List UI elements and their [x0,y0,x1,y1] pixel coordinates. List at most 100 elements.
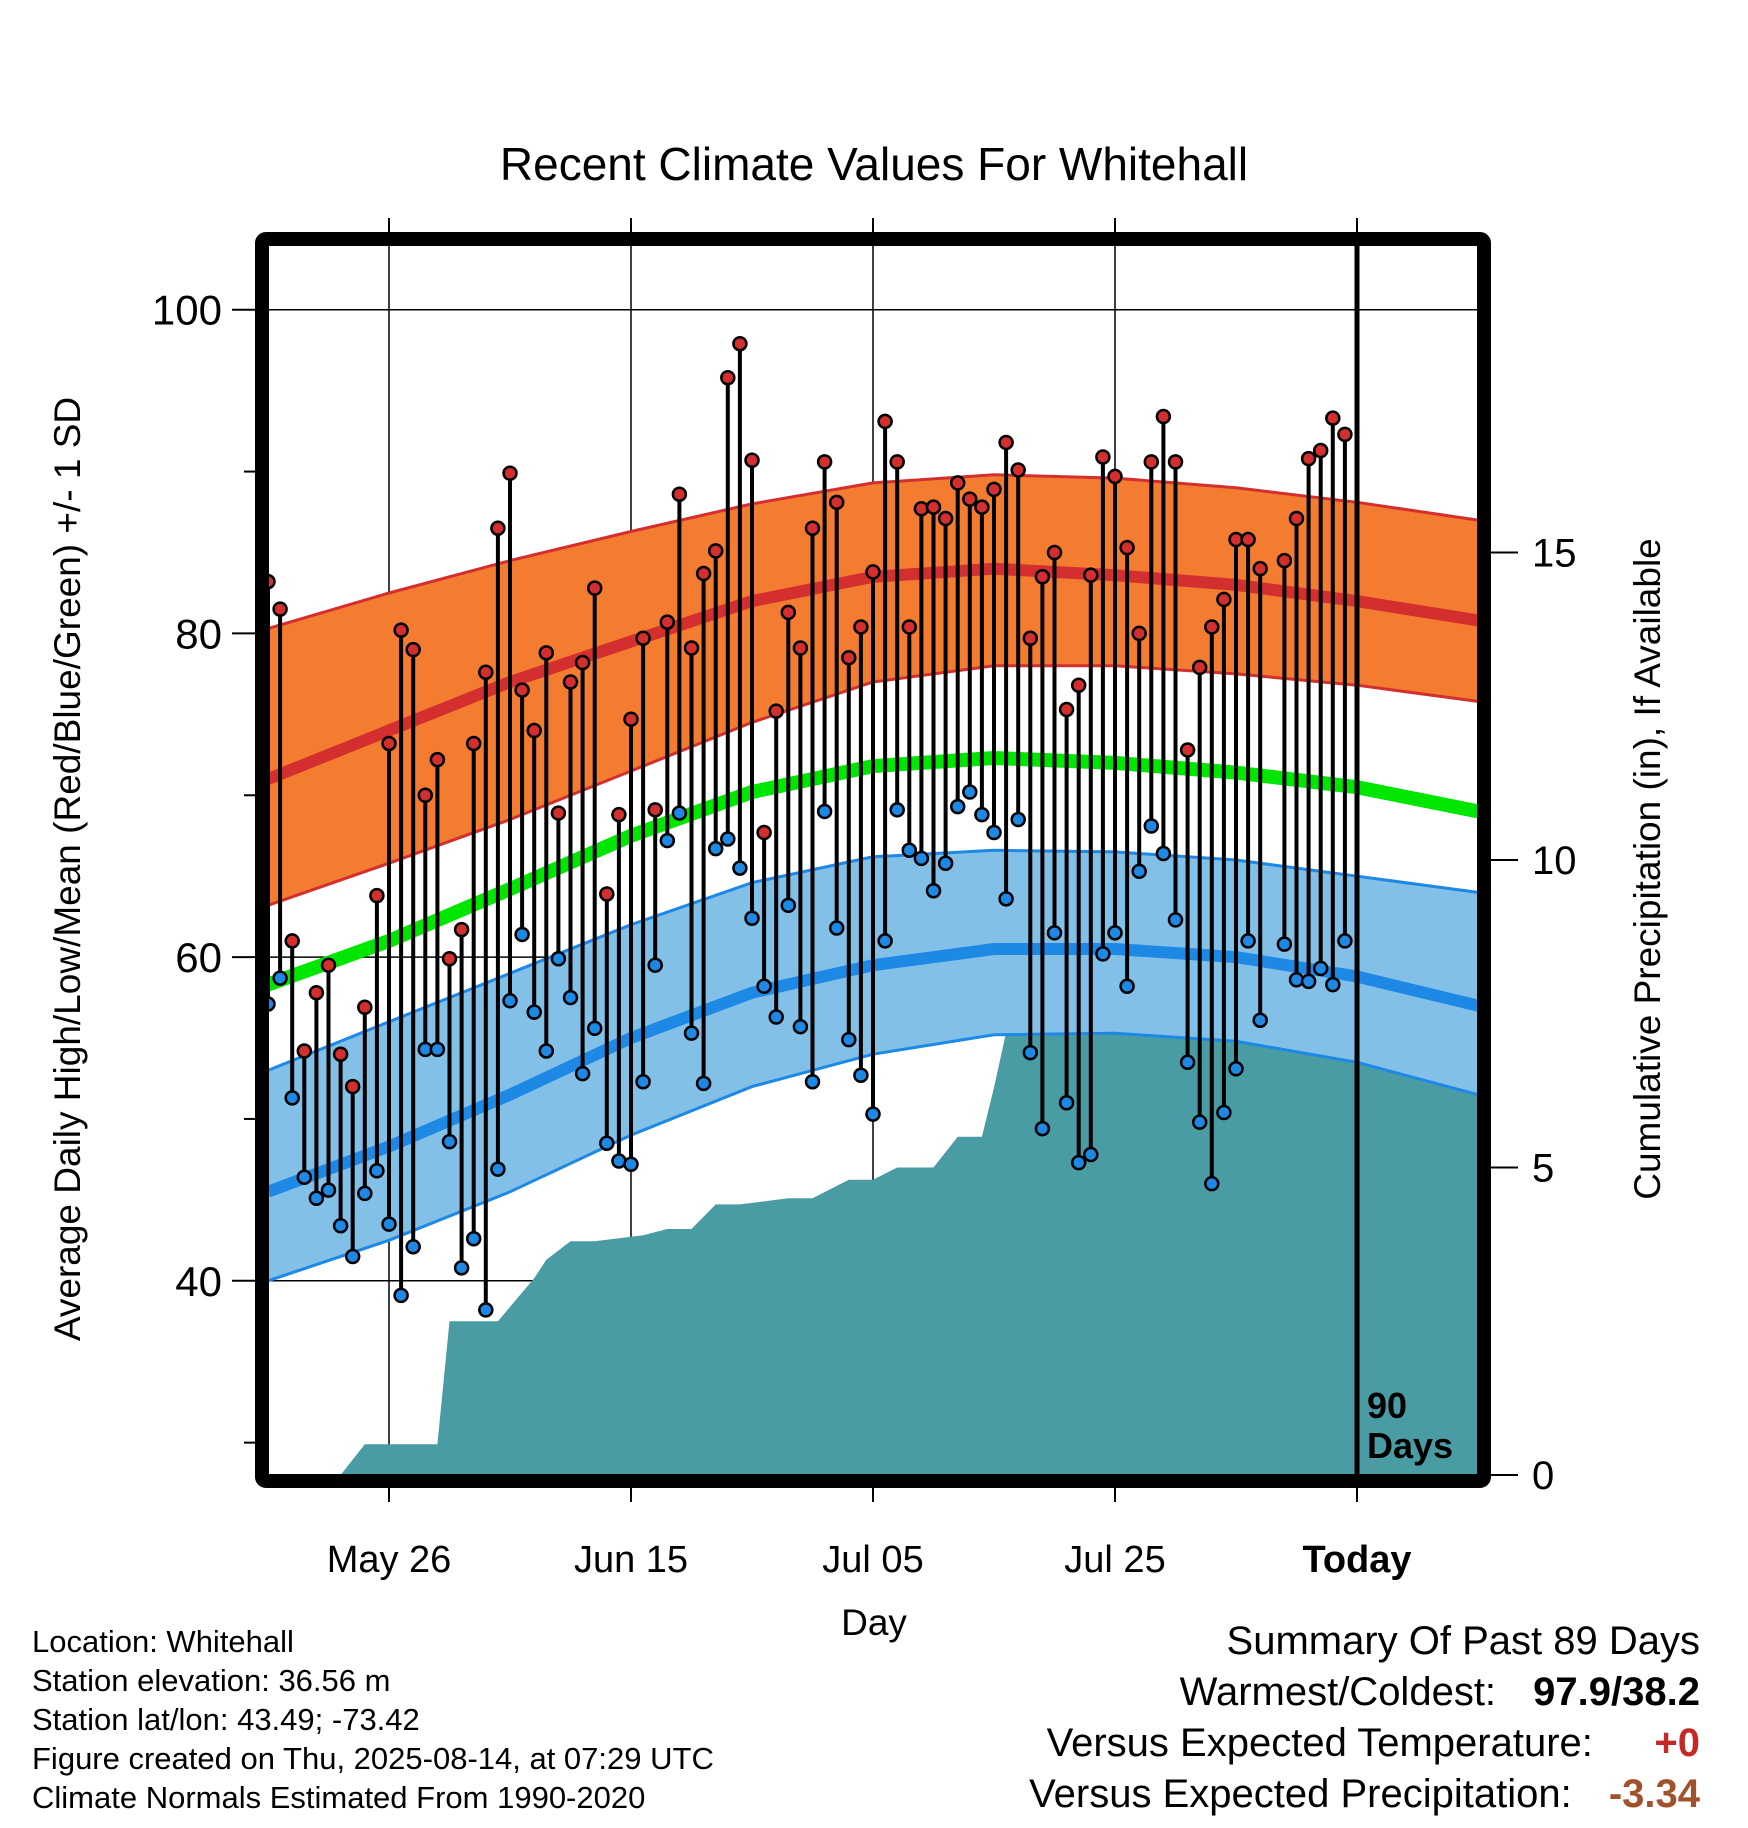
daily-low-point [1083,1146,1099,1163]
daily-high-point [1240,531,1256,548]
daily-high-point [562,674,579,690]
daily-high-point [816,454,833,470]
daily-high-point [514,682,530,698]
daily-high-point [574,654,591,671]
today-days-label: Days [1367,1425,1453,1466]
daily-high-point [804,520,821,536]
y-tick-label: 100 [152,287,222,334]
daily-low-point [1325,976,1341,993]
daily-high-point [465,735,482,752]
daily-high-point [586,580,603,596]
daily-high-point [1204,619,1220,635]
daily-high-point [611,806,627,823]
daily-high-point [502,465,518,481]
daily-low-point [901,842,918,859]
daily-high-point [1312,442,1329,459]
daily-high-point [974,499,990,515]
temp-label: Versus Expected Temperature: [1046,1721,1593,1765]
plot-content [268,335,1478,1475]
x-axis-label: Day [841,1602,907,1643]
daily-high-point [320,957,337,973]
daily-low-point [1167,912,1184,928]
daily-low-point [1300,973,1317,990]
daily-low-point [1058,1095,1075,1111]
daily-low-point [538,1043,555,1059]
daily-high-point [381,735,397,752]
daily-high-point [659,614,676,630]
daily-low-point [1312,960,1329,977]
daily-high-point [828,494,845,511]
daily-low-point [586,1020,603,1037]
daily-low-point [671,805,688,821]
daily-low-point [974,806,990,823]
daily-low-point [1131,863,1147,880]
daily-high-point [332,1046,349,1062]
daily-high-point [756,824,772,841]
daily-low-point [695,1075,712,1092]
y-axis-label: Average Daily High/Low/Mean (Red/Blue/Gr… [47,397,88,1341]
daily-low-point [296,1169,313,1185]
daily-low-point [647,957,663,973]
daily-low-point [1095,946,1111,962]
daily-high-point [623,711,639,727]
daily-high-point [1325,410,1341,426]
daily-low-point [478,1302,494,1318]
daily-low-point [913,850,930,867]
daily-high-point [1119,539,1135,556]
daily-low-point [1276,936,1293,952]
daily-low-point [998,891,1014,907]
daily-high-point [635,630,651,647]
daily-low-point [1143,818,1160,834]
daily-high-point [1300,450,1317,467]
daily-low-point [502,993,518,1009]
climate-normals-note: Climate Normals Estimated From 1990-2020 [32,1780,646,1815]
daily-low-point [949,798,966,815]
daily-high-point [369,887,385,904]
daily-low-point [1216,1104,1232,1121]
daily-low-point [1191,1114,1208,1130]
daily-low-point [1022,1044,1039,1061]
daily-low-point [429,1041,446,1058]
daily-low-point [453,1260,470,1276]
daily-high-point [768,703,784,719]
daily-high-point [1022,630,1039,647]
daily-high-point [308,984,325,1001]
summary-title: Summary Of Past 89 Days [1226,1619,1700,1663]
y2-axis-label: Cumulative Precipitation (in), If Availa… [1627,538,1668,1200]
chart-title: Recent Climate Values For Whitehall [500,138,1248,190]
daily-high-point [405,641,421,658]
daily-low-point [635,1073,651,1090]
daily-low-point [268,996,276,1012]
daily-low-point [756,978,772,994]
daily-low-point [1155,845,1172,862]
daily-high-point [538,645,555,661]
daily-low-point [381,1216,397,1232]
daily-high-point [599,886,615,902]
daily-low-point [804,1073,821,1090]
daily-high-point [357,999,373,1016]
daily-low-point [490,1161,506,1177]
daily-low-point [320,1182,337,1198]
daily-low-point [562,989,579,1006]
daily-high-point [417,787,434,804]
x-tick-label: Jul 25 [1064,1539,1165,1581]
daily-low-point [732,860,748,876]
daily-high-point [1010,462,1026,478]
daily-low-point [1070,1154,1087,1171]
station-info: Location: Whitehall Station elevation: 3… [32,1622,714,1817]
y-tick-label: 80 [175,610,222,657]
summary-panel: Summary Of Past 89 Days Warmest/Coldest:… [1029,1616,1700,1820]
daily-low-point [1204,1175,1220,1192]
daily-low-point [284,1090,300,1106]
daily-low-point [514,926,530,943]
daily-high-point [695,565,712,582]
daily-low-point [744,910,760,927]
daily-high-point [792,640,809,656]
x-tick-label: May 26 [327,1539,452,1581]
daily-high-point [707,543,724,559]
daily-low-point [550,950,567,967]
daily-high-point [441,950,458,967]
daily-low-point [526,1004,542,1020]
daily-low-point [1228,1061,1244,1077]
